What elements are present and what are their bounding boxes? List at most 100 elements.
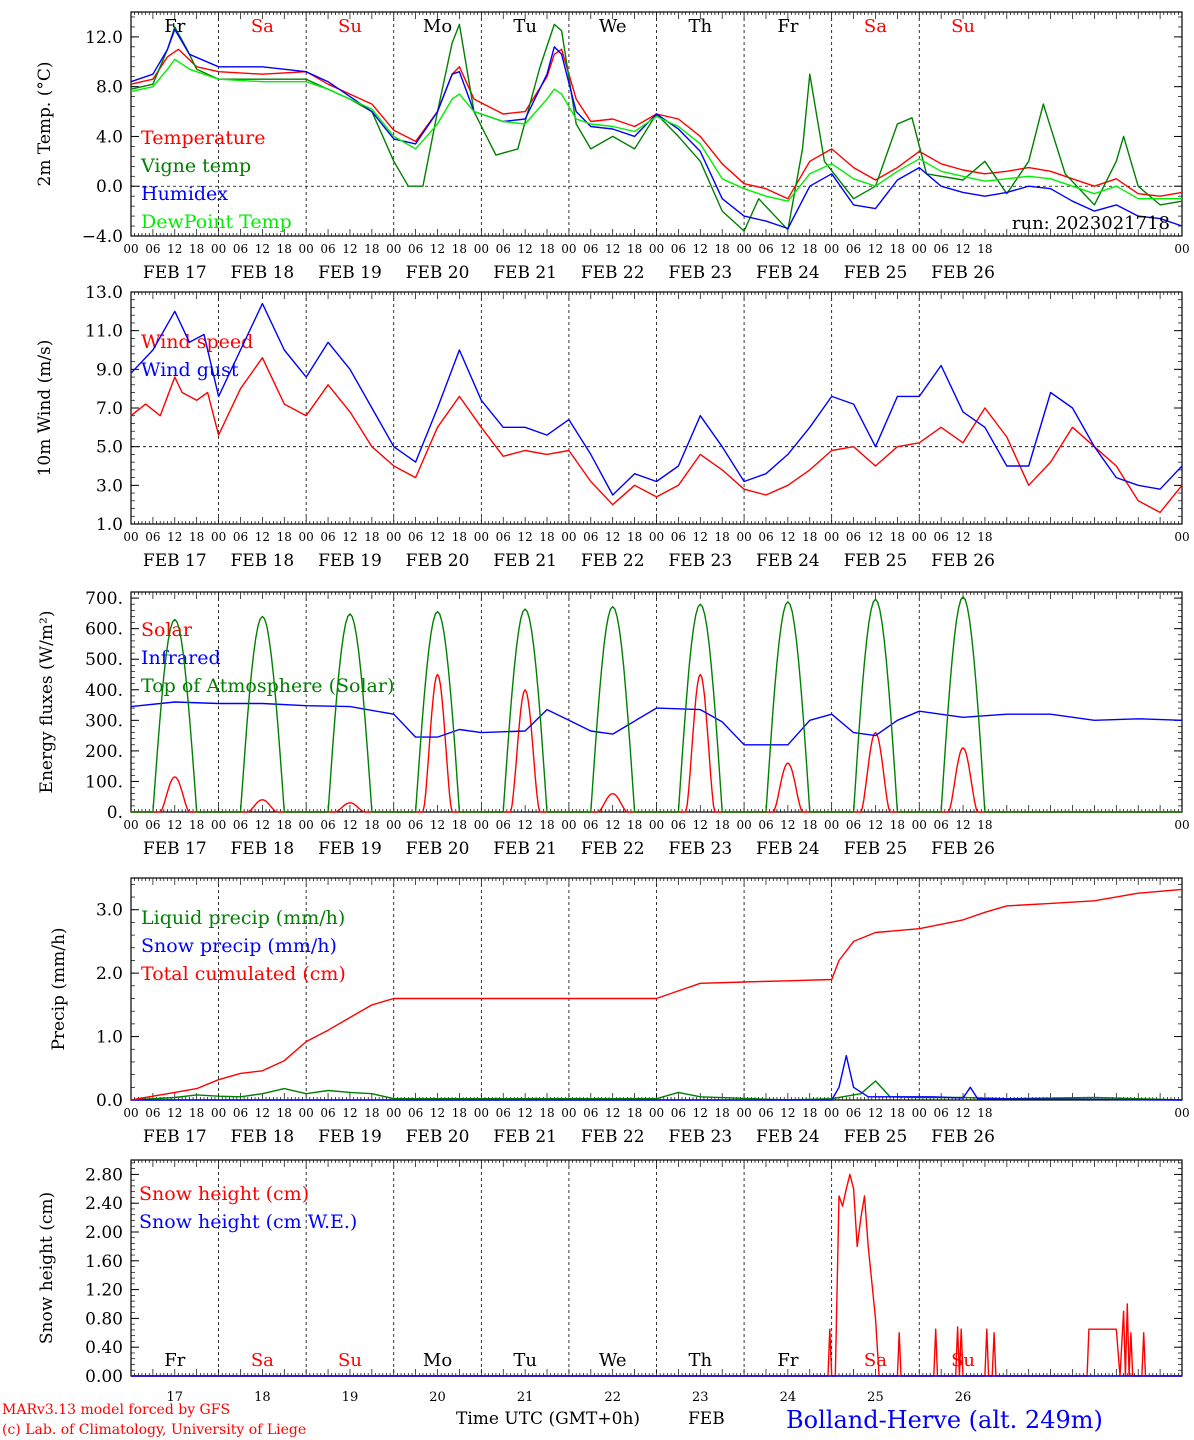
x-date-label: FEB 20 bbox=[406, 551, 470, 571]
x-hour-label: 06 bbox=[320, 242, 335, 256]
y-tick-label: 1.0 bbox=[96, 515, 123, 535]
legend-entry: Wind speed bbox=[141, 331, 253, 353]
day-number-label: 22 bbox=[604, 1390, 621, 1405]
x-hour-label: 06 bbox=[846, 242, 861, 256]
x-hour-label: 12 bbox=[342, 818, 357, 832]
panel-1: −4.0 0.0 4.0 8.0 12.0 2m Temp. (°C) 00 06 12 18 FE… bbox=[35, 11, 1190, 283]
x-hour-label: 00 bbox=[299, 818, 314, 832]
x-hour-label: 00 bbox=[561, 818, 576, 832]
legend-entry: Snow height (cm) bbox=[139, 1183, 309, 1205]
panel-2: 1.0 3.0 5.0 7.0 9.0 11.0 13.0 10m Wind (m/s) 00 0… bbox=[35, 283, 1190, 571]
x-hour-label: 00 bbox=[123, 242, 138, 256]
x-hour-label: 00 bbox=[649, 1106, 664, 1120]
weekday-label-top: Fr bbox=[164, 16, 185, 37]
x-hour-label: 12 bbox=[517, 530, 532, 544]
x-hour-label: 18 bbox=[277, 1106, 292, 1120]
x-hour-label: 00 bbox=[912, 1106, 927, 1120]
x-hour-label: 06 bbox=[758, 242, 773, 256]
x-hour-label: 06 bbox=[233, 242, 248, 256]
x-hour-label: 00 bbox=[736, 530, 751, 544]
x-hour-label: 18 bbox=[189, 818, 204, 832]
x-date-label: FEB 17 bbox=[143, 839, 207, 859]
x-date-label: FEB 23 bbox=[668, 551, 732, 571]
x-hour-label: 18 bbox=[452, 818, 467, 832]
x-hour-label: 12 bbox=[430, 242, 445, 256]
x-date-label: FEB 17 bbox=[143, 1127, 207, 1147]
day-number-label: 23 bbox=[692, 1390, 709, 1405]
x-hour-label: 00 bbox=[211, 242, 226, 256]
x-hour-label: 12 bbox=[517, 242, 532, 256]
x-date-label: FEB 21 bbox=[493, 263, 557, 283]
time-axis-label: Time UTC (GMT+0h) bbox=[456, 1409, 640, 1429]
x-hour-label: 12 bbox=[955, 818, 970, 832]
weekday-label-bottom: Su bbox=[951, 1350, 975, 1371]
x-date-label: FEB 23 bbox=[668, 1127, 732, 1147]
x-date-label: FEB 25 bbox=[844, 839, 908, 859]
x-hour-label: 18 bbox=[539, 1106, 554, 1120]
series-line-1-4 bbox=[130, 58, 1182, 202]
x-hour-label: 18 bbox=[802, 1106, 817, 1120]
x-hour-label: 12 bbox=[780, 530, 795, 544]
x-hour-label: 12 bbox=[255, 530, 270, 544]
legend-entry: Snow height (cm W.E.) bbox=[139, 1211, 357, 1233]
x-hour-label: 06 bbox=[408, 530, 423, 544]
day-number-label: 21 bbox=[517, 1390, 534, 1405]
x-hour-label: 06 bbox=[496, 530, 511, 544]
y-tick-label: 0.80 bbox=[85, 1309, 123, 1329]
x-hour-label: 12 bbox=[693, 242, 708, 256]
y-tick-label: 3.0 bbox=[96, 901, 123, 921]
x-hour-label: 06 bbox=[583, 242, 598, 256]
legend-entry: Total cumulated (cm) bbox=[141, 963, 346, 985]
x-date-label: FEB 24 bbox=[756, 551, 820, 571]
day-number-label: 20 bbox=[429, 1390, 446, 1405]
x-date-label: FEB 26 bbox=[931, 1127, 995, 1147]
x-hour-label: 18 bbox=[539, 530, 554, 544]
day-number-label: 24 bbox=[780, 1390, 797, 1405]
x-hour-label: 12 bbox=[868, 818, 883, 832]
x-hour-label: 06 bbox=[583, 530, 598, 544]
x-hour-label: 12 bbox=[780, 242, 795, 256]
plot-frame bbox=[130, 11, 1183, 237]
x-hour-label: 12 bbox=[605, 530, 620, 544]
x-hour-label: 06 bbox=[496, 242, 511, 256]
x-hour-label: 12 bbox=[255, 242, 270, 256]
x-hour-label: 00 bbox=[649, 242, 664, 256]
x-hour-label: 12 bbox=[430, 530, 445, 544]
weekday-label-bottom: Fr bbox=[164, 1350, 185, 1371]
weekday-label-bottom: Fr bbox=[777, 1350, 798, 1371]
x-date-label: FEB 18 bbox=[231, 551, 295, 571]
weekday-label-top: Sa bbox=[864, 16, 887, 37]
day-number-label: 17 bbox=[167, 1390, 184, 1405]
x-hour-label: 00 bbox=[299, 530, 314, 544]
x-hour-label: 06 bbox=[408, 1106, 423, 1120]
y-tick-label: 3.0 bbox=[96, 476, 123, 496]
x-hour-label: 18 bbox=[364, 818, 379, 832]
x-hour-label: 06 bbox=[233, 530, 248, 544]
x-hour-label: 00 bbox=[474, 818, 489, 832]
x-hour-label: 00 bbox=[824, 530, 839, 544]
x-hour-label: 12 bbox=[167, 818, 182, 832]
x-date-label: FEB 18 bbox=[231, 1127, 295, 1147]
x-hour-label: 00 bbox=[386, 242, 401, 256]
x-hour-label: 18 bbox=[802, 242, 817, 256]
series-line-5-1 bbox=[131, 1173, 1182, 1377]
weekday-label-top: Sa bbox=[251, 16, 274, 37]
x-hour-label: 00 bbox=[561, 242, 576, 256]
x-hour-label: 18 bbox=[189, 1106, 204, 1120]
x-hour-label: 06 bbox=[320, 1106, 335, 1120]
x-date-label: FEB 19 bbox=[318, 263, 382, 283]
x-hour-label: 00 bbox=[386, 1106, 401, 1120]
x-date-label: FEB 20 bbox=[406, 839, 470, 859]
x-hour-label: 06 bbox=[671, 1106, 686, 1120]
x-hour-label: 18 bbox=[977, 530, 992, 544]
x-hour-label: 00 bbox=[824, 818, 839, 832]
x-hour-label: 18 bbox=[452, 530, 467, 544]
x-hour-label: 00 bbox=[561, 1106, 576, 1120]
x-date-label: FEB 17 bbox=[143, 263, 207, 283]
weekday-label-top: Su bbox=[951, 16, 975, 37]
x-hour-label: 18 bbox=[715, 818, 730, 832]
x-hour-label: 18 bbox=[452, 242, 467, 256]
x-hour-label: 00 bbox=[211, 530, 226, 544]
x-date-label: FEB 24 bbox=[756, 263, 820, 283]
x-hour-label: 12 bbox=[342, 1106, 357, 1120]
